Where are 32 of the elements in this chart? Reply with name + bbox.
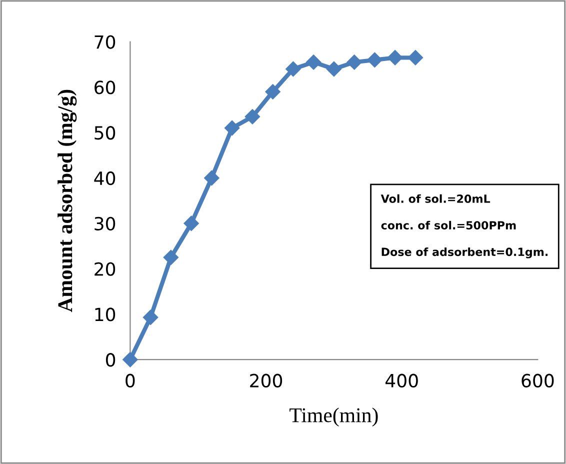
point [224,120,240,136]
point [388,50,403,66]
annotation: Vol. of sol.=20mL [380,194,490,203]
point [346,54,362,70]
point [265,84,280,100]
x-tick-label: 200 [250,374,282,388]
x-tick-label: 600 [522,374,554,388]
x-axis-title: Time(min) [290,408,378,427]
y-axis-title: Amount adsorbed (mg/g) [58,90,77,312]
point [326,61,342,77]
x-tick-label: 400 [386,374,418,388]
point [367,52,382,68]
point [163,250,178,266]
point [122,352,138,368]
annotation: Dose of adsorbent=0.1gm. [382,247,548,258]
x-tick-label: 0 [126,374,135,388]
y-tick-label: 10 [95,308,116,322]
point [408,50,424,66]
y-tick-label: 60 [94,80,116,94]
y-tick-label: 30 [94,216,116,230]
point [142,310,158,325]
y-tick-label: 50 [94,126,116,140]
point [244,109,260,124]
point [204,170,220,186]
annotation: conc. of sol.=500PPm [381,220,516,230]
y-tick-label: 40 [94,171,116,186]
y-tick-label: 70 [94,35,116,49]
y-tick-label: 0 [106,353,116,367]
point [306,54,322,70]
point [286,61,301,77]
point [184,216,199,231]
y-tick-label: 20 [94,262,116,276]
